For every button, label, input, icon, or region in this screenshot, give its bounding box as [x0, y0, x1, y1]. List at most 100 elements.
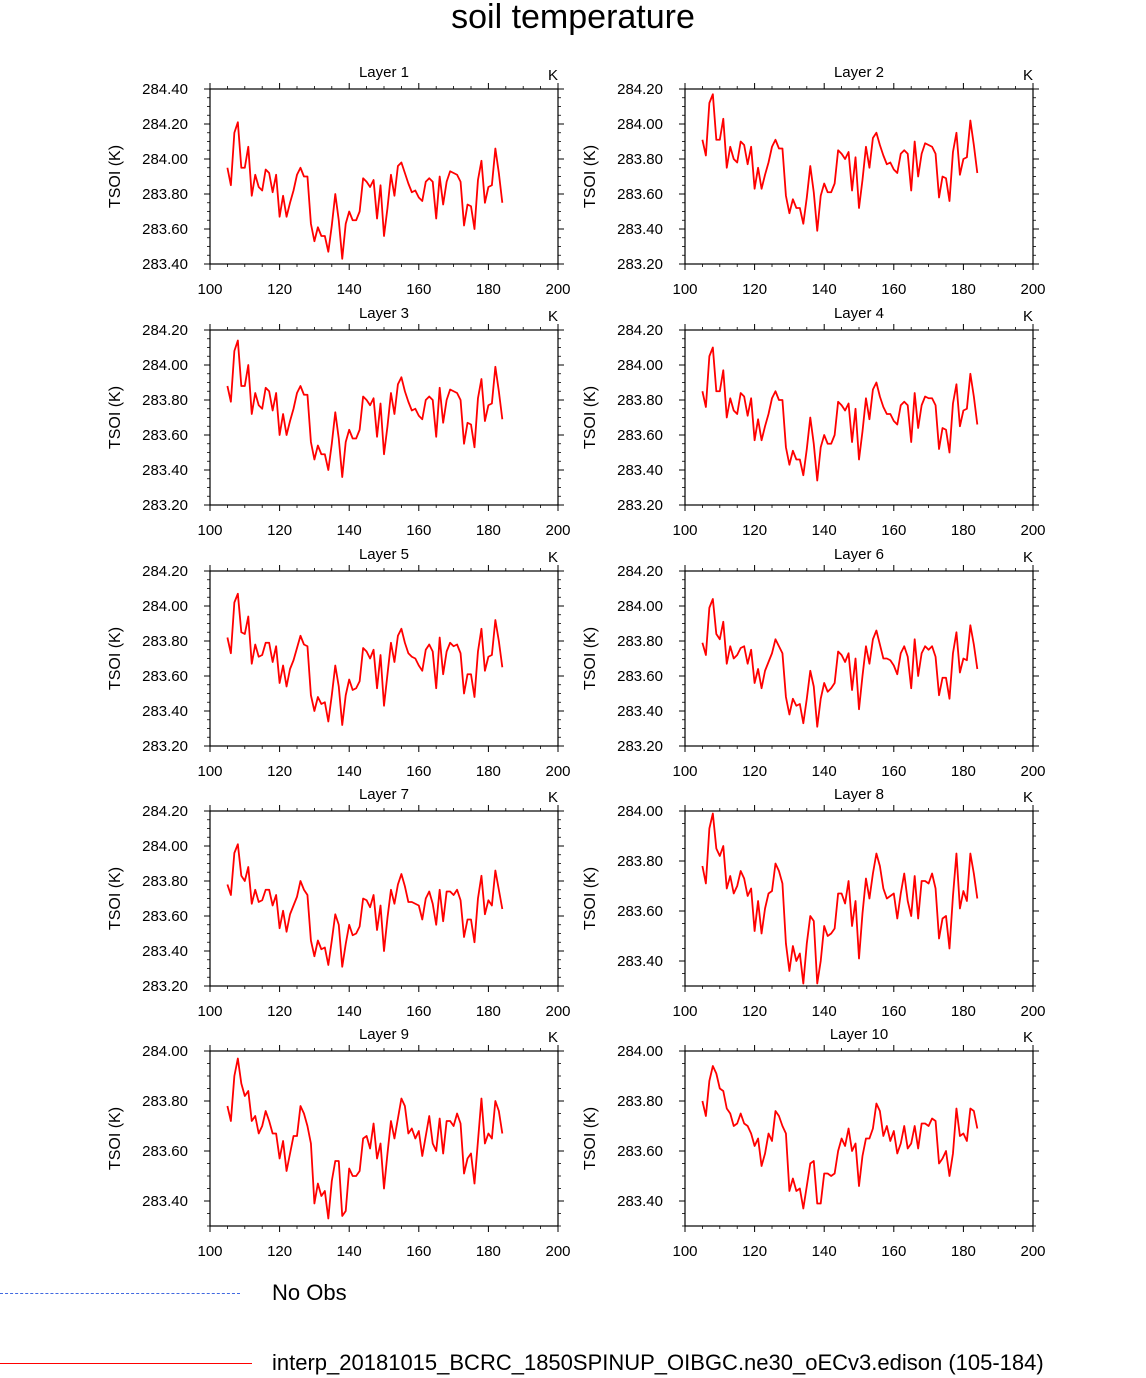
- y-tick-label: 283.60: [617, 1143, 663, 1160]
- x-tick-label: 200: [1020, 763, 1045, 780]
- y-tick-label: 283.80: [142, 873, 188, 890]
- units-label: K: [1023, 308, 1033, 325]
- y-tick-label: 284.00: [142, 838, 188, 855]
- plot-frame: [209, 88, 559, 265]
- x-tick-label: 200: [1020, 1243, 1045, 1260]
- y-tick-label: 284.20: [617, 322, 663, 339]
- x-tick-label: 120: [742, 763, 767, 780]
- units-label: K: [1023, 789, 1033, 806]
- y-tick-label: 284.20: [142, 803, 188, 820]
- plot-frame: [684, 1050, 1034, 1227]
- y-tick-label: 283.60: [142, 221, 188, 238]
- y-tick-label: 284.00: [617, 357, 663, 374]
- y-tick-label: 283.40: [617, 1193, 663, 1210]
- y-tick-label: 283.60: [142, 427, 188, 444]
- y-tick-label: 284.00: [142, 598, 188, 615]
- x-tick-label: 100: [672, 522, 697, 539]
- x-tick-label: 100: [197, 1243, 222, 1260]
- x-tick-label: 140: [337, 763, 362, 780]
- x-tick-label: 160: [406, 1003, 431, 1020]
- y-tick-label: 284.00: [142, 1043, 188, 1060]
- x-tick-label: 120: [742, 1003, 767, 1020]
- y-tick-label: 283.60: [617, 668, 663, 685]
- y-tick-label: 284.00: [617, 1043, 663, 1060]
- panel-title: Layer 6: [834, 546, 884, 563]
- x-tick-label: 180: [951, 763, 976, 780]
- panel-title: Layer 5: [359, 546, 409, 563]
- y-tick-label: 283.20: [142, 497, 188, 514]
- units-label: K: [1023, 1029, 1033, 1046]
- x-tick-label: 180: [476, 522, 501, 539]
- y-tick-label: 284.20: [142, 563, 188, 580]
- y-tick-label: 283.40: [142, 462, 188, 479]
- y-tick-label: 283.40: [142, 1193, 188, 1210]
- panel-title: Layer 7: [359, 786, 409, 803]
- x-tick-label: 140: [812, 763, 837, 780]
- y-tick-label: 283.20: [142, 978, 188, 995]
- y-tick-label: 283.60: [142, 1143, 188, 1160]
- panel-title: Layer 4: [834, 305, 884, 322]
- y-tick-label: 283.80: [142, 186, 188, 203]
- x-tick-label: 160: [881, 763, 906, 780]
- plot-frame: [209, 570, 559, 747]
- series-line: [226, 843, 504, 968]
- legend-label-no-obs: No Obs: [272, 1280, 347, 1305]
- panel-title: Layer 9: [359, 1026, 409, 1043]
- series-line: [701, 812, 979, 985]
- x-tick-label: 160: [406, 763, 431, 780]
- x-tick-label: 140: [337, 1003, 362, 1020]
- panel-title: Layer 8: [834, 786, 884, 803]
- x-tick-label: 100: [672, 1243, 697, 1260]
- y-tick-label: 283.80: [617, 853, 663, 870]
- x-tick-label: 100: [197, 1003, 222, 1020]
- x-tick-label: 160: [406, 281, 431, 298]
- plot-frame: [684, 88, 1034, 265]
- series-line: [701, 1065, 979, 1210]
- y-tick-label: 283.60: [617, 903, 663, 920]
- x-tick-label: 200: [1020, 522, 1045, 539]
- y-tick-label: 284.00: [142, 151, 188, 168]
- x-tick-label: 160: [881, 522, 906, 539]
- x-tick-label: 200: [545, 1003, 570, 1020]
- x-tick-label: 120: [742, 281, 767, 298]
- x-tick-label: 100: [672, 1003, 697, 1020]
- y-tick-label: 283.60: [142, 668, 188, 685]
- x-tick-label: 180: [951, 1243, 976, 1260]
- y-axis-label: TSOI (K): [582, 145, 599, 208]
- x-tick-label: 100: [197, 763, 222, 780]
- series-line: [701, 93, 979, 232]
- units-label: K: [1023, 549, 1033, 566]
- y-tick-label: 283.80: [142, 1093, 188, 1110]
- y-tick-label: 283.40: [142, 703, 188, 720]
- y-tick-label: 283.80: [617, 1093, 663, 1110]
- y-tick-label: 284.20: [142, 322, 188, 339]
- y-axis-label: TSOI (K): [582, 386, 599, 449]
- panel-title: Layer 10: [830, 1026, 888, 1043]
- y-tick-label: 283.60: [142, 908, 188, 925]
- y-tick-label: 283.80: [142, 633, 188, 650]
- x-tick-label: 180: [476, 1003, 501, 1020]
- y-axis-label: TSOI (K): [107, 145, 124, 208]
- x-tick-label: 120: [267, 1243, 292, 1260]
- y-tick-label: 284.40: [142, 81, 188, 98]
- y-tick-label: 283.80: [617, 151, 663, 168]
- x-tick-label: 140: [337, 522, 362, 539]
- legend-swatch-no-obs: [0, 1293, 240, 1294]
- y-tick-label: 283.20: [617, 738, 663, 755]
- x-tick-label: 180: [476, 281, 501, 298]
- x-tick-label: 120: [267, 1003, 292, 1020]
- x-tick-label: 100: [197, 522, 222, 539]
- y-tick-label: 283.20: [142, 738, 188, 755]
- x-tick-label: 180: [951, 281, 976, 298]
- series-line: [226, 592, 504, 726]
- x-tick-label: 200: [545, 1243, 570, 1260]
- x-tick-label: 180: [951, 1003, 976, 1020]
- x-tick-label: 140: [812, 1003, 837, 1020]
- units-label: K: [548, 67, 558, 84]
- x-tick-label: 160: [406, 1243, 431, 1260]
- x-tick-label: 120: [742, 522, 767, 539]
- x-tick-label: 100: [197, 281, 222, 298]
- y-tick-label: 283.40: [142, 943, 188, 960]
- y-tick-label: 283.40: [617, 221, 663, 238]
- y-axis-label: TSOI (K): [582, 1107, 599, 1170]
